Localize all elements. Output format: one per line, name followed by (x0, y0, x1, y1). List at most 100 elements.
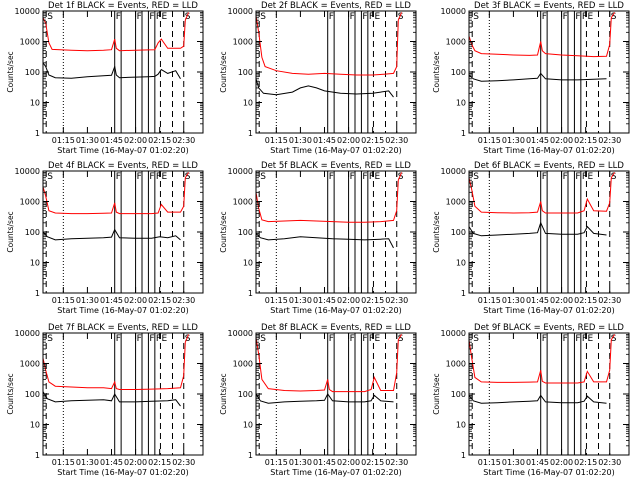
series-line-lld (43, 172, 190, 215)
x-tick-label: 02:15 (148, 296, 171, 305)
x-axis-label: Start Time (16-May-07 01:02:20) (483, 306, 614, 315)
y-tick-label: 100 (238, 390, 253, 399)
series-line-events (256, 78, 394, 98)
y-tick-label: 10000 (228, 7, 253, 16)
marker-label: F (329, 334, 334, 344)
y-tick-label: 10000 (15, 167, 40, 176)
x-tick-label: 02:15 (574, 296, 597, 305)
marker-label: S (260, 334, 266, 344)
x-tick-label: 02:15 (361, 136, 384, 145)
y-axis-label: Counts/sec (6, 51, 15, 92)
x-tick-label: 01:45 (526, 458, 549, 467)
marker-label: S (185, 12, 191, 22)
y-tick-label: 100 (25, 68, 40, 77)
x-tick-label: 01:30 (76, 296, 99, 305)
x-tick-label: 02:30 (172, 458, 195, 467)
marker-label: E (587, 172, 593, 182)
x-axis-label: Start Time (16-May-07 01:02:20) (270, 468, 401, 477)
series-line-lld (256, 334, 403, 393)
x-tick-label: 02:00 (550, 136, 573, 145)
marker-label: E (374, 12, 380, 22)
marker-label: F (369, 334, 374, 344)
series-line-events (469, 394, 607, 404)
y-tick-label: 10 (456, 421, 466, 430)
marker-label: F (149, 334, 154, 344)
x-tick-label: 01:30 (76, 136, 99, 145)
series-line-lld (256, 172, 403, 223)
y-tick-label: 1 (248, 451, 253, 460)
x-tick-label: 01:45 (313, 296, 336, 305)
marker-label: F (542, 334, 547, 344)
marker-label: S (260, 12, 266, 22)
x-tick-label: 02:30 (385, 296, 408, 305)
y-tick-label: 1 (461, 129, 466, 138)
series-line-events (43, 62, 181, 80)
series-line-events (256, 393, 394, 404)
marker-label: F (582, 334, 587, 344)
x-tick-label: 01:30 (76, 458, 99, 467)
y-tick-label: 1 (461, 289, 466, 298)
chart-title: Det 7f BLACK = Events, RED = LLD (48, 323, 198, 333)
series-line-events (469, 72, 607, 82)
marker-label: S (473, 334, 479, 344)
y-tick-label: 10 (30, 421, 40, 430)
series-line-events (256, 233, 394, 249)
y-tick-label: 100 (451, 228, 466, 237)
marker-label: F (350, 12, 355, 22)
plot-frame (42, 10, 204, 134)
x-tick-label: 01:30 (502, 296, 525, 305)
x-tick-label: 02:00 (337, 296, 360, 305)
y-tick-label: 1 (35, 451, 40, 460)
x-tick-label: 02:00 (337, 136, 360, 145)
x-axis-label: Start Time (16-May-07 01:02:20) (57, 146, 188, 155)
y-tick-label: 1000 (233, 38, 253, 47)
y-tick-label: 1 (461, 451, 466, 460)
y-tick-label: 1000 (20, 360, 40, 369)
x-tick-label: 02:15 (361, 296, 384, 305)
marker-label: F (582, 172, 587, 182)
marker-label: F (563, 334, 568, 344)
y-tick-label: 1000 (233, 198, 253, 207)
marker-label: F (116, 12, 121, 22)
y-tick-label: 1 (248, 129, 253, 138)
y-tick-label: 100 (238, 68, 253, 77)
marker-label: F (369, 172, 374, 182)
y-axis-label: Counts/sec (6, 373, 15, 414)
x-tick-label: 02:00 (337, 458, 360, 467)
marker-label: F (563, 172, 568, 182)
series-line-lld (469, 172, 616, 214)
x-tick-label: 02:30 (385, 458, 408, 467)
marker-label: F (350, 172, 355, 182)
x-tick-label: 02:00 (124, 136, 147, 145)
x-tick-label: 01:45 (100, 136, 123, 145)
x-tick-label: 01:15 (52, 458, 75, 467)
marker-label: F (116, 172, 121, 182)
marker-label: E (374, 172, 380, 182)
x-axis-label: Start Time (16-May-07 01:02:20) (57, 306, 188, 315)
marker-label: E (374, 334, 380, 344)
marker-label: S (260, 172, 266, 182)
marker-label: F (137, 334, 142, 344)
marker-label: F (116, 334, 121, 344)
chart-title: Det 4f BLACK = Events, RED = LLD (48, 161, 198, 171)
y-tick-label: 100 (25, 390, 40, 399)
y-tick-label: 10 (243, 421, 253, 430)
x-axis-label: Start Time (16-May-07 01:02:20) (483, 468, 614, 477)
x-tick-label: 01:15 (265, 296, 288, 305)
x-tick-label: 01:30 (502, 458, 525, 467)
marker-label: F (542, 12, 547, 22)
y-tick-label: 10000 (441, 167, 466, 176)
chart-title: Det 1f BLACK = Events, RED = LLD (48, 1, 198, 11)
x-tick-label: 01:15 (478, 136, 501, 145)
marker-label: E (161, 334, 167, 344)
marker-label: F (137, 12, 142, 22)
marker-label: S (185, 334, 191, 344)
x-tick-label: 01:45 (526, 296, 549, 305)
